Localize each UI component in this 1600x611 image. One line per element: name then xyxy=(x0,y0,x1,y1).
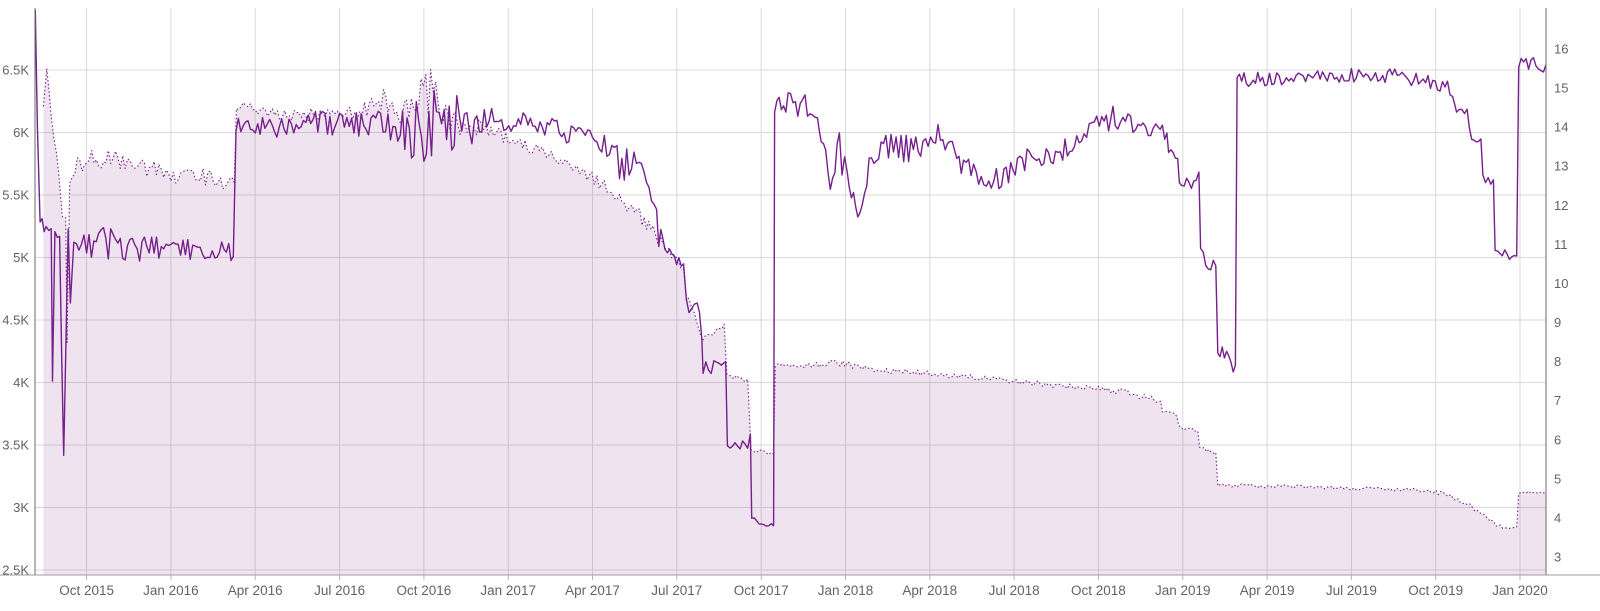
left-axis-tick-label: 3K xyxy=(13,500,29,515)
solid-line-series xyxy=(35,9,1546,527)
right-axis-tick-label: 15 xyxy=(1554,81,1568,96)
right-axis-tick-label: 4 xyxy=(1554,510,1561,525)
right-axis-tick-label: 12 xyxy=(1554,198,1568,213)
grid-layer xyxy=(35,8,1546,575)
x-axis-tick-label: Apr 2016 xyxy=(228,583,283,598)
right-axis-tick-label: 9 xyxy=(1554,315,1561,330)
x-axis-tick-label: Jan 2016 xyxy=(143,583,199,598)
x-axis-tick-label: Jan 2020 xyxy=(1492,583,1548,598)
right-axis-tick-label: 16 xyxy=(1554,41,1568,56)
left-axis-tick-label: 4K xyxy=(13,375,29,390)
x-axis-tick-label: Oct 2016 xyxy=(397,583,452,598)
x-axis-tick-label: Apr 2018 xyxy=(902,583,957,598)
x-axis-tick-label: Jul 2019 xyxy=(1326,583,1377,598)
x-axis-tick-label: Apr 2019 xyxy=(1240,583,1295,598)
x-axis-tick-label: Jul 2016 xyxy=(314,583,365,598)
x-axis-tick-label: Jan 2017 xyxy=(480,583,536,598)
right-axis-tick-label: 10 xyxy=(1554,276,1568,291)
dotted-area-series-fill xyxy=(43,68,1546,575)
right-axis-tick-label: 6 xyxy=(1554,432,1561,447)
series-layer xyxy=(35,9,1546,575)
right-axis-tick-label: 13 xyxy=(1554,159,1568,174)
left-axis-tick-label: 4.5K xyxy=(2,313,29,328)
x-axis-tick-label: Jan 2018 xyxy=(818,583,874,598)
x-axis-tick-label: Jan 2019 xyxy=(1155,583,1211,598)
right-axis-tick-label: 11 xyxy=(1554,237,1568,252)
x-axis-tick-label: Oct 2018 xyxy=(1071,583,1126,598)
right-axis-tick-label: 8 xyxy=(1554,354,1561,369)
x-axis-tick-label: Oct 2017 xyxy=(734,583,789,598)
x-axis-tick-label: Jul 2017 xyxy=(651,583,702,598)
dotted-area-series xyxy=(42,68,1546,529)
right-axis-tick-label: 7 xyxy=(1554,393,1561,408)
left-axis-tick-label: 6.5K xyxy=(2,63,29,78)
left-axis-tick-label: 5.5K xyxy=(2,188,29,203)
left-axis-tick-label: 2.5K xyxy=(2,563,29,578)
left-axis-tick-label: 5K xyxy=(13,250,29,265)
x-axis-tick-label: Jul 2018 xyxy=(989,583,1040,598)
x-axis-tick-label: Oct 2019 xyxy=(1408,583,1463,598)
right-axis-tick-label: 3 xyxy=(1554,549,1561,564)
axis-layer xyxy=(0,8,1600,580)
left-axis-tick-label: 6K xyxy=(13,125,29,140)
x-axis-tick-label: Oct 2015 xyxy=(59,583,114,598)
x-axis-tick-label: Apr 2017 xyxy=(565,583,620,598)
axis-labels-layer: 2.5K 3K 3.5K 4K 4.5K 5K 5.5K 6K 6.5K 3 4 5 6 7 8 9 10 11 1… xyxy=(2,41,1568,598)
right-axis-tick-label: 5 xyxy=(1554,471,1561,486)
right-axis-tick-label: 14 xyxy=(1554,120,1568,135)
left-axis-tick-label: 3.5K xyxy=(2,438,29,453)
